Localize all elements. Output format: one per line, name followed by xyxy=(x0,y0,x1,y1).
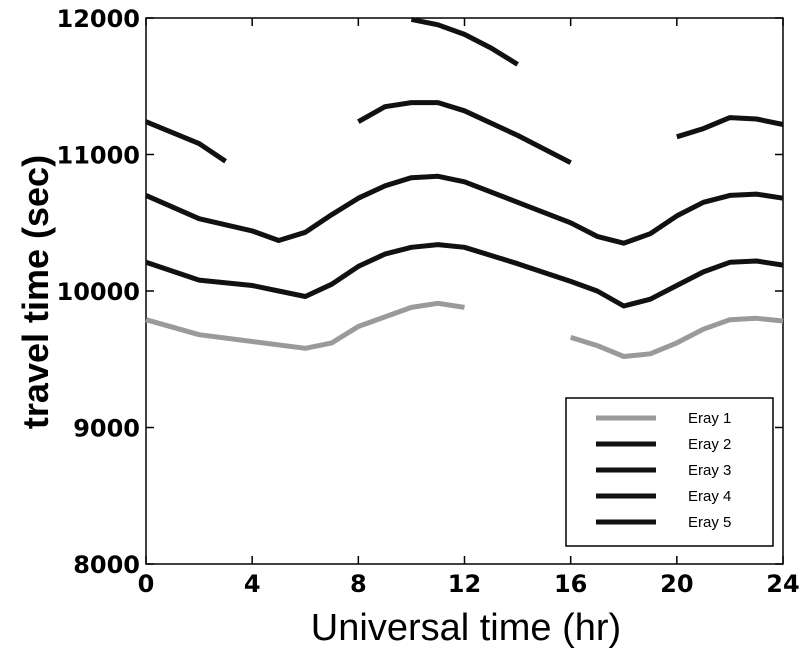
y-tick-label: 11000 xyxy=(57,142,141,170)
x-tick-label: 24 xyxy=(766,570,799,598)
ticks-layer: 0 4 8 12 16 20 24 8000 9000 10000 11000 12000 xyxy=(57,5,800,598)
legend-entry: Eray 1 xyxy=(688,410,731,427)
series-line-eray-4 xyxy=(357,100,572,165)
series-line-eray-4 xyxy=(145,119,227,164)
series-line-eray-2 xyxy=(145,242,784,309)
y-tick-label: 12000 xyxy=(57,5,141,33)
x-tick-label: 8 xyxy=(350,570,367,598)
y-tick-label: 9000 xyxy=(73,415,140,443)
x-axis-title: Universal time (hr) xyxy=(311,607,621,649)
legend: Eray 1 Eray 2 Eray 3 Eray 4 Eray 5 xyxy=(565,397,774,547)
y-axis-title: travel time (sec) xyxy=(15,155,56,429)
legend-entry: Eray 2 xyxy=(688,436,731,453)
y-tick-label: 8000 xyxy=(73,551,140,579)
series-line-eray-3 xyxy=(144,173,784,246)
series-layer xyxy=(144,16,784,359)
legend-entry: Eray 5 xyxy=(688,514,731,531)
legend-entry: Eray 4 xyxy=(688,488,731,505)
x-tick-label: 12 xyxy=(448,570,481,598)
series-line-eray-4 xyxy=(676,115,784,140)
legend-entry: Eray 3 xyxy=(688,462,731,479)
x-tick-label: 0 xyxy=(138,570,155,598)
x-tick-label: 16 xyxy=(554,570,587,598)
series-line-eray-5 xyxy=(410,16,519,67)
series-line-eray-1 xyxy=(145,300,465,351)
x-tick-label: 20 xyxy=(660,570,693,598)
y-tick-label: 10000 xyxy=(57,278,141,306)
series-line-eray-1 xyxy=(569,315,784,359)
x-tick-label: 4 xyxy=(244,570,261,598)
